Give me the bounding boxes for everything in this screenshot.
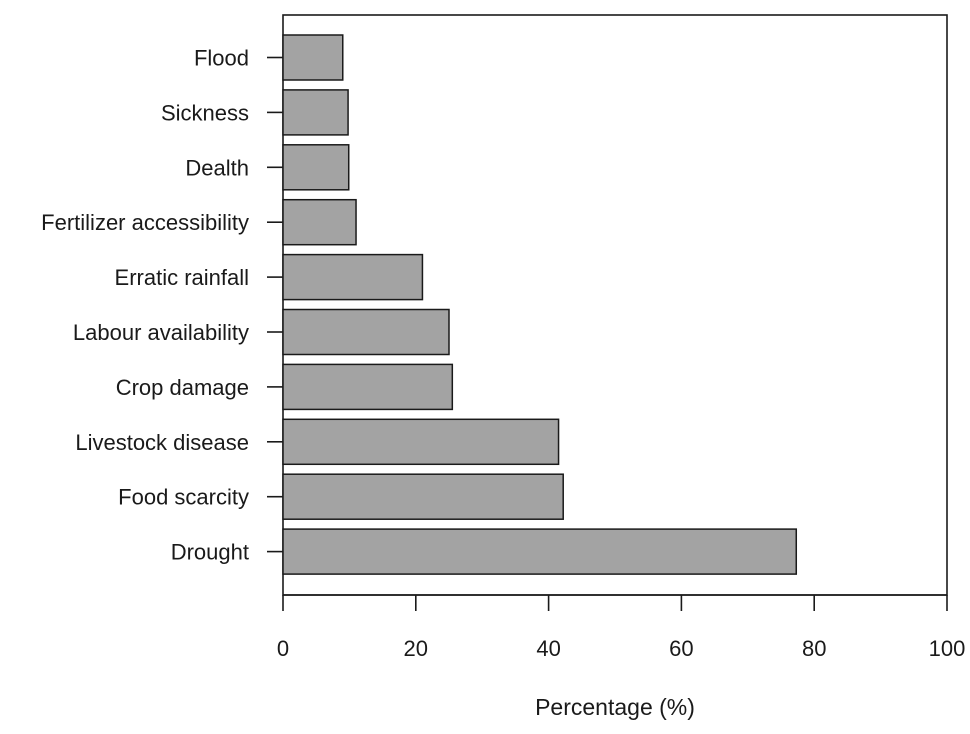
y-tick-label: Fertilizer accessibility xyxy=(41,210,249,235)
y-tick-label: Dealth xyxy=(185,155,249,180)
bar xyxy=(282,144,350,191)
y-tick-label: Flood xyxy=(194,46,249,71)
y-axis: Flood Sickness Dealth Fertilizer accessibil… xyxy=(41,46,283,565)
x-tick-label: 20 xyxy=(404,636,428,661)
x-tick-label: 80 xyxy=(802,636,826,661)
x-axis-label: Percentage (%) xyxy=(535,694,695,720)
y-tick-label: Crop damage xyxy=(116,375,249,400)
bars-group xyxy=(282,34,798,575)
y-tick-label: Erratic rainfall xyxy=(115,265,249,290)
bar xyxy=(282,253,424,301)
y-tick-label: Sickness xyxy=(161,100,249,125)
bar xyxy=(282,308,450,356)
bar xyxy=(282,198,357,246)
bar xyxy=(282,89,349,136)
x-tick-label: 100 xyxy=(929,636,966,661)
y-tick-label: Food scarcity xyxy=(118,485,249,510)
y-tick-label: Drought xyxy=(171,540,249,565)
x-tick-label: 40 xyxy=(536,636,560,661)
x-tick-label: 60 xyxy=(669,636,693,661)
x-tick-label: 0 xyxy=(277,636,289,661)
x-axis: 0 20 40 60 80 100 xyxy=(277,594,966,661)
bar xyxy=(282,528,798,575)
y-tick-label: Labour availability xyxy=(73,320,249,345)
bar xyxy=(282,418,560,466)
bar xyxy=(282,363,454,411)
bar xyxy=(282,473,564,520)
bar xyxy=(282,34,344,81)
y-tick-label: Livestock disease xyxy=(75,430,249,455)
